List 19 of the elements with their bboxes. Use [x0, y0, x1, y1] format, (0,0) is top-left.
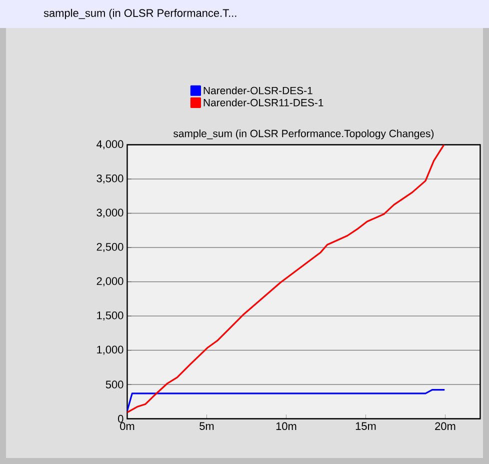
- x-tick-label: 15m: [356, 422, 376, 430]
- line-series: [127, 144, 445, 414]
- y-tick-label: 4,000: [96, 140, 124, 150]
- y-tick-label: 3,500: [96, 174, 124, 184]
- x-tick-label: 10m: [276, 422, 296, 430]
- y-tick-label: 2,000: [96, 277, 124, 286]
- y-tick-label: 0: [118, 414, 124, 423]
- y-tick-label: 1,500: [97, 312, 124, 321]
- x-tick-label: 20m: [435, 422, 456, 430]
- legend-label: Narender-OLSR-DES-1: [204, 86, 312, 94]
- x-tick-label: 0m: [120, 422, 134, 430]
- chart-subtitle: sample_sum (in OLSR Performance.Topology Changes): [173, 130, 434, 140]
- x-tick-label: 5m: [200, 422, 214, 430]
- y-tick-label: 3,000: [96, 208, 124, 218]
- y-tick-label: 500: [106, 380, 124, 388]
- legend-label: Narender-OLSR11-DES-1: [204, 98, 324, 106]
- chart-title: sample_sum (in OLSR Performance.T...: [44, 8, 236, 20]
- y-tick-label: 1,000: [97, 346, 124, 355]
- y-tick-label: 2,500: [96, 243, 124, 252]
